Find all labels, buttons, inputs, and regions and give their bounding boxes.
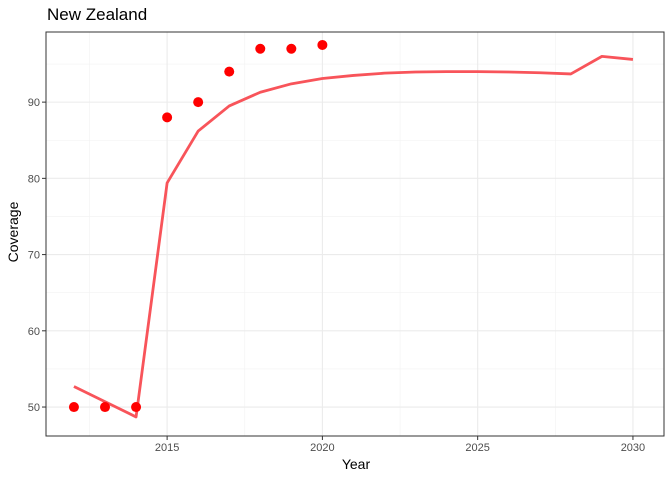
x-tick-label: 2025 xyxy=(465,442,489,454)
data-point xyxy=(255,43,266,54)
data-point xyxy=(286,43,297,54)
y-tick-label: 80 xyxy=(28,173,40,185)
series-line xyxy=(73,54,634,419)
plot-area xyxy=(45,31,665,437)
data-point xyxy=(317,39,328,50)
data-point xyxy=(224,66,235,77)
x-tick-label: 2030 xyxy=(621,442,645,454)
x-tick-label: 2020 xyxy=(310,442,334,454)
data-point xyxy=(131,402,142,413)
x-tick-label: 2015 xyxy=(155,442,179,454)
data-marks xyxy=(68,39,634,419)
y-tick-label: 60 xyxy=(28,326,40,338)
plot-border xyxy=(45,31,665,437)
y-axis-title: Coverage xyxy=(5,201,21,262)
data-point xyxy=(100,402,111,413)
y-tick-label: 90 xyxy=(28,97,40,109)
chart-title: New Zealand xyxy=(47,5,147,24)
data-point xyxy=(68,402,79,413)
plot-panel xyxy=(46,32,664,436)
grid-major xyxy=(46,32,664,436)
x-axis: 2015 2020 2025 2030 xyxy=(155,436,645,454)
data-point xyxy=(193,97,204,108)
data-point xyxy=(162,112,173,123)
y-tick-label: 70 xyxy=(28,250,40,262)
x-axis-title: Year xyxy=(342,456,371,472)
y-axis: 50 60 70 80 90 xyxy=(28,97,46,414)
y-tick-label: 50 xyxy=(28,402,40,414)
